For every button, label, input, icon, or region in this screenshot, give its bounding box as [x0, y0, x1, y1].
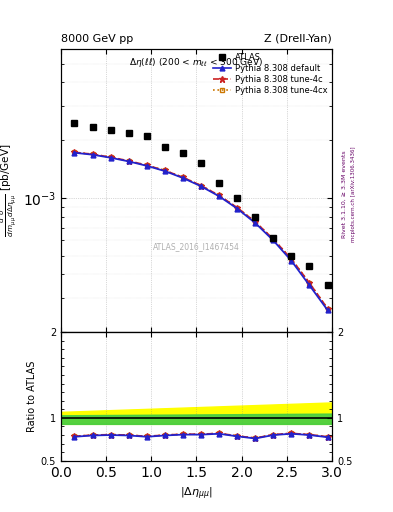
Text: Rivet 3.1.10, ≥ 3.3M events: Rivet 3.1.10, ≥ 3.3M events: [342, 151, 346, 239]
Text: $\Delta\eta(\ell\ell)$ (200 < $m_{\ell\ell}$ < 300 GeV): $\Delta\eta(\ell\ell)$ (200 < $m_{\ell\e…: [129, 56, 264, 69]
Text: 8000 GeV pp: 8000 GeV pp: [61, 33, 133, 44]
Y-axis label: $\frac{d^2\sigma}{d\,m_{\mu\mu}\,d\Delta\eta_{\mu\mu}}$ [pb/GeV]: $\frac{d^2\sigma}{d\,m_{\mu\mu}\,d\Delta…: [0, 143, 18, 237]
Legend: ATLAS, Pythia 8.308 default, Pythia 8.308 tune-4c, Pythia 8.308 tune-4cx: ATLAS, Pythia 8.308 default, Pythia 8.30…: [211, 51, 330, 97]
Text: ATLAS_2016_I1467454: ATLAS_2016_I1467454: [153, 243, 240, 251]
Y-axis label: Ratio to ATLAS: Ratio to ATLAS: [26, 361, 37, 432]
Text: mcplots.cern.ch [arXiv:1306.3436]: mcplots.cern.ch [arXiv:1306.3436]: [351, 147, 356, 242]
X-axis label: $|\Delta\eta_{\mu\mu}|$: $|\Delta\eta_{\mu\mu}|$: [180, 485, 213, 502]
Text: Z (Drell-Yan): Z (Drell-Yan): [264, 33, 332, 44]
